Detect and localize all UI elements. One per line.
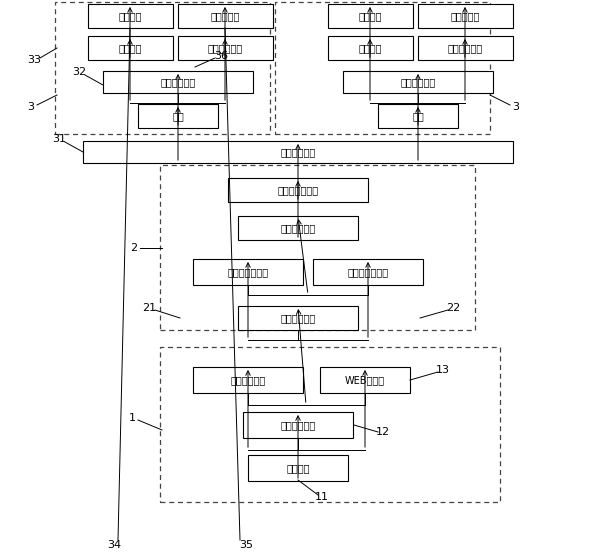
Text: 从站: 从站 <box>412 111 424 121</box>
Bar <box>55 2 270 134</box>
Text: 3: 3 <box>27 102 35 112</box>
Bar <box>83 141 513 163</box>
Text: 传动装置: 传动装置 <box>358 43 381 53</box>
Text: 第一通信总线: 第一通信总线 <box>281 147 316 157</box>
Text: 传感器单元: 传感器单元 <box>210 11 239 21</box>
Text: 现场设备: 现场设备 <box>118 11 141 21</box>
Text: 13: 13 <box>436 365 450 375</box>
Text: 22: 22 <box>446 303 460 313</box>
Bar <box>320 367 410 393</box>
Text: 36: 36 <box>214 51 228 61</box>
Bar <box>248 455 348 481</box>
Text: 第二数据服务器: 第二数据服务器 <box>347 267 389 277</box>
Bar <box>103 71 253 93</box>
Text: WEB服务器: WEB服务器 <box>345 375 385 385</box>
Text: 3: 3 <box>512 102 519 112</box>
Text: 2: 2 <box>130 243 137 253</box>
Text: 32: 32 <box>72 67 86 77</box>
Text: 第二通信模块: 第二通信模块 <box>281 313 316 323</box>
Bar <box>275 2 490 134</box>
Bar <box>228 178 368 202</box>
Bar <box>243 412 353 438</box>
Bar <box>160 347 500 502</box>
Bar <box>138 104 218 128</box>
Text: 数据采集单元: 数据采集单元 <box>447 43 482 53</box>
Text: 第三通信模块: 第三通信模块 <box>281 223 316 233</box>
Text: 31: 31 <box>52 134 66 144</box>
Bar <box>417 4 512 28</box>
Bar <box>88 4 173 28</box>
Text: 35: 35 <box>239 540 253 550</box>
Bar <box>193 367 303 393</box>
Bar <box>343 71 493 93</box>
Bar <box>328 4 413 28</box>
Text: 21: 21 <box>142 303 156 313</box>
Text: 34: 34 <box>107 540 121 550</box>
Bar <box>177 4 272 28</box>
Bar <box>88 36 173 60</box>
Text: 第二通信总线: 第二通信总线 <box>161 77 196 87</box>
Bar <box>238 216 358 240</box>
Text: 传感器单元: 传感器单元 <box>450 11 479 21</box>
Text: 操作员站: 操作员站 <box>286 463 310 473</box>
Text: 第二通信总线: 第二通信总线 <box>401 77 436 87</box>
Bar <box>313 259 423 285</box>
Text: 数据采集单元: 数据采集单元 <box>207 43 242 53</box>
Bar <box>177 36 272 60</box>
Text: 数据库服务器: 数据库服务器 <box>230 375 266 385</box>
Text: 33: 33 <box>27 55 41 65</box>
Bar <box>378 104 458 128</box>
Text: 12: 12 <box>376 427 390 437</box>
Text: 第一通信模块: 第一通信模块 <box>281 420 316 430</box>
Text: 1: 1 <box>128 413 136 423</box>
Bar <box>193 259 303 285</box>
Bar <box>160 165 475 330</box>
Text: 数据采集服务器: 数据采集服务器 <box>278 185 319 195</box>
Text: 11: 11 <box>315 492 329 502</box>
Bar <box>238 306 358 330</box>
Text: 第一数据服务器: 第一数据服务器 <box>227 267 269 277</box>
Text: 现场设备: 现场设备 <box>358 11 381 21</box>
Text: 从站: 从站 <box>172 111 184 121</box>
Bar <box>417 36 512 60</box>
Text: 传动装置: 传动装置 <box>118 43 141 53</box>
Bar <box>328 36 413 60</box>
